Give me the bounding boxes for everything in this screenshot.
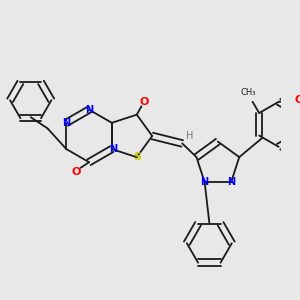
Text: O: O: [140, 97, 149, 106]
Text: N: N: [109, 144, 117, 154]
Text: O: O: [71, 167, 81, 177]
Text: S: S: [133, 152, 141, 162]
Text: O: O: [295, 95, 300, 105]
Text: N: N: [62, 118, 70, 128]
Text: N: N: [201, 177, 209, 187]
Text: N: N: [85, 105, 93, 115]
Text: H: H: [186, 131, 194, 141]
Text: N: N: [227, 177, 235, 187]
Text: CH₃: CH₃: [240, 88, 256, 97]
